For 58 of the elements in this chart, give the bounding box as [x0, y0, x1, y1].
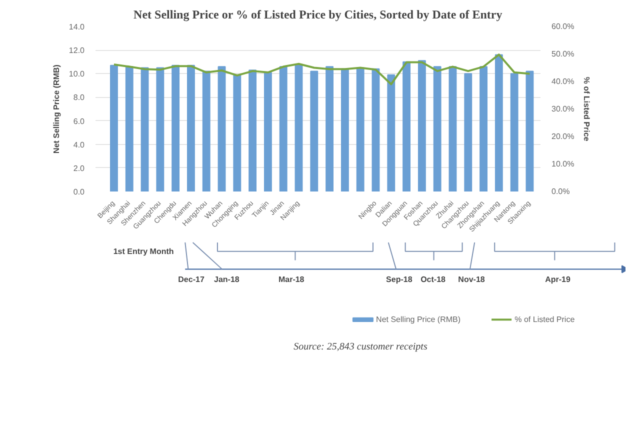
- bar: [110, 64, 118, 192]
- bar: [372, 68, 380, 192]
- text: Nov-18: [458, 275, 486, 284]
- bar: [387, 74, 396, 192]
- y-tick-label: 14.0: [68, 22, 86, 32]
- bar: [448, 66, 457, 192]
- text: Mar-18: [278, 275, 305, 284]
- y-tick-label: 10.0: [68, 70, 86, 79]
- bar: [356, 67, 364, 192]
- text: Sep-18: [386, 275, 413, 284]
- y-tick-label: 0.0: [73, 188, 86, 196]
- text: Oct-18: [420, 275, 446, 284]
- text: Apr-19: [545, 275, 571, 284]
- chart-title: Net Selling Price or % of Listed Price by Cities, Sorted by Date of Entry: [134, 8, 502, 22]
- bar: [279, 66, 288, 192]
- bar: [218, 66, 226, 192]
- y2-tick-label: 40.0%: [552, 77, 574, 86]
- bar: [464, 73, 472, 192]
- y-tick-label: 8.0: [73, 93, 86, 102]
- y2-tick-label: 0.0%: [552, 187, 570, 196]
- bar: [433, 66, 442, 192]
- bar: [494, 54, 503, 192]
- text: 1st Entry Month: [113, 247, 174, 256]
- bar: [172, 64, 180, 192]
- bar: [156, 67, 164, 192]
- bar: [264, 72, 272, 192]
- bar: [233, 74, 242, 192]
- y2-tick-label: 20.0%: [552, 132, 574, 141]
- bar: [480, 66, 488, 192]
- legend-label: % of Listed Price: [514, 315, 576, 324]
- y2-axis-title: % of Listed Price: [582, 76, 592, 142]
- y2-tick-label: 30.0%: [552, 104, 574, 114]
- y2-tick-label: 60.0%: [552, 22, 574, 31]
- bar: [294, 64, 303, 192]
- bar: [187, 64, 195, 192]
- y-tick-label: 6.0: [73, 116, 86, 126]
- bar: [310, 70, 318, 192]
- text: Dec-17: [178, 275, 205, 284]
- bar: [248, 70, 257, 192]
- bar: [140, 67, 149, 192]
- y-tick-label: 2.0: [73, 164, 86, 173]
- text: Jan-18: [214, 275, 240, 284]
- bar: [125, 66, 134, 192]
- y-axis-title: Net Selling Price (RMB): [52, 64, 61, 154]
- bar: [202, 70, 210, 192]
- line-series: [112, 54, 531, 86]
- bar: [418, 60, 426, 192]
- bar: [402, 61, 411, 192]
- legend-label: Net Selling Price (RMB): [376, 315, 461, 324]
- y2-tick-label: 10.0%: [552, 160, 574, 168]
- bar: [526, 70, 534, 192]
- bar: [326, 66, 334, 192]
- source-note: Source: 25,843 customer receipts: [294, 342, 428, 352]
- bar: [510, 73, 518, 192]
- y-tick-label: 4.0: [73, 140, 86, 150]
- bar: [340, 68, 349, 192]
- y-tick-label: 12.0: [68, 46, 86, 56]
- y2-tick-label: 50.0%: [552, 50, 574, 58]
